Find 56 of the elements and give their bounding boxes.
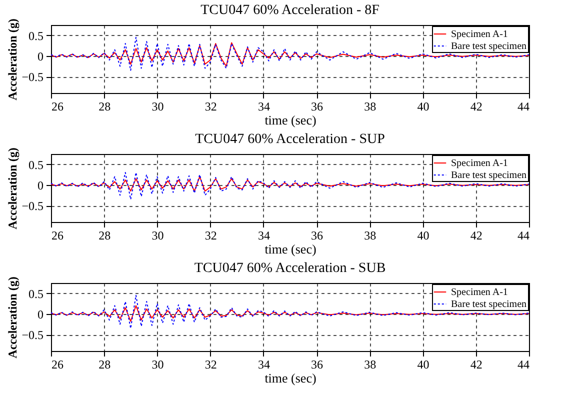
line-series <box>50 172 530 200</box>
x-tick-label: 40 <box>417 228 430 242</box>
x-tick-label: 34 <box>258 228 270 242</box>
x-tick-label: 44 <box>518 358 530 372</box>
x-tick-label: 36 <box>311 358 324 372</box>
x-axis-title: time (sec) <box>264 242 316 256</box>
y-axis-title: Acceleration (g) <box>6 148 20 230</box>
x-tick-label: 44 <box>518 100 530 114</box>
x-tick-label: 44 <box>518 228 530 242</box>
x-tick-label: 26 <box>52 100 64 114</box>
x-tick-label: 28 <box>98 358 111 372</box>
line-series <box>50 42 530 67</box>
y-axis-title: Acceleration (g) <box>6 18 20 100</box>
legend-label: Specimen A-1 <box>451 287 508 298</box>
x-tick-label: 30 <box>152 228 164 242</box>
chart-title: TCU047 60% Acceleration - SUB <box>194 261 386 276</box>
legend-label: Bare test specimen <box>451 170 527 181</box>
x-tick-label: 30 <box>152 100 164 114</box>
x-tick-label: 36 <box>311 228 324 242</box>
x-tick-label: 30 <box>152 358 164 372</box>
x-tick-label: 32 <box>204 100 217 114</box>
x-tick-label: 32 <box>204 358 217 372</box>
y-tick-label: 0.5 <box>28 28 44 43</box>
chart-title: TCU047 60% Acceleration - 8F <box>200 3 380 18</box>
y-tick-label: −0.5 <box>22 70 44 84</box>
x-axis-title: time (sec) <box>264 112 316 128</box>
y-tick-label: −0.5 <box>22 328 44 342</box>
x-tick-label: 38 <box>364 100 376 114</box>
x-tick-label: 40 <box>417 358 430 372</box>
x-tick-label: 40 <box>417 100 430 114</box>
x-tick-label: 28 <box>98 100 111 114</box>
x-tick-label: 34 <box>258 100 270 114</box>
x-axis-title: time (sec) <box>264 370 316 386</box>
y-tick-label: 0.5 <box>28 158 44 172</box>
x-tick-label: 26 <box>52 228 64 242</box>
x-tick-label: 42 <box>470 100 482 114</box>
y-tick-label: 0 <box>38 49 44 64</box>
y-tick-label: 0 <box>38 307 44 322</box>
legend-label: Specimen A-1 <box>451 158 508 169</box>
x-tick-label: 32 <box>204 228 217 242</box>
x-tick-label: 42 <box>470 228 482 242</box>
x-tick-label: 34 <box>258 358 270 372</box>
y-tick-label: 0.5 <box>28 286 44 301</box>
chart-title: TCU047 60% Acceleration - SUP <box>195 132 386 148</box>
x-tick-label: 38 <box>364 358 376 372</box>
legend-label: Bare test specimen <box>451 41 527 52</box>
x-tick-label: 36 <box>311 100 324 114</box>
y-tick-label: −0.5 <box>22 199 44 214</box>
x-tick-label: 42 <box>470 358 482 372</box>
x-tick-label: 28 <box>98 228 111 242</box>
x-tick-label: 26 <box>52 358 64 372</box>
y-axis-title: Acceleration (g) <box>6 276 20 358</box>
legend-label: Bare test specimen <box>451 299 527 310</box>
x-tick-label: 38 <box>364 228 376 242</box>
y-tick-label: 0 <box>38 178 44 192</box>
legend-label: Specimen A-1 <box>451 29 508 40</box>
